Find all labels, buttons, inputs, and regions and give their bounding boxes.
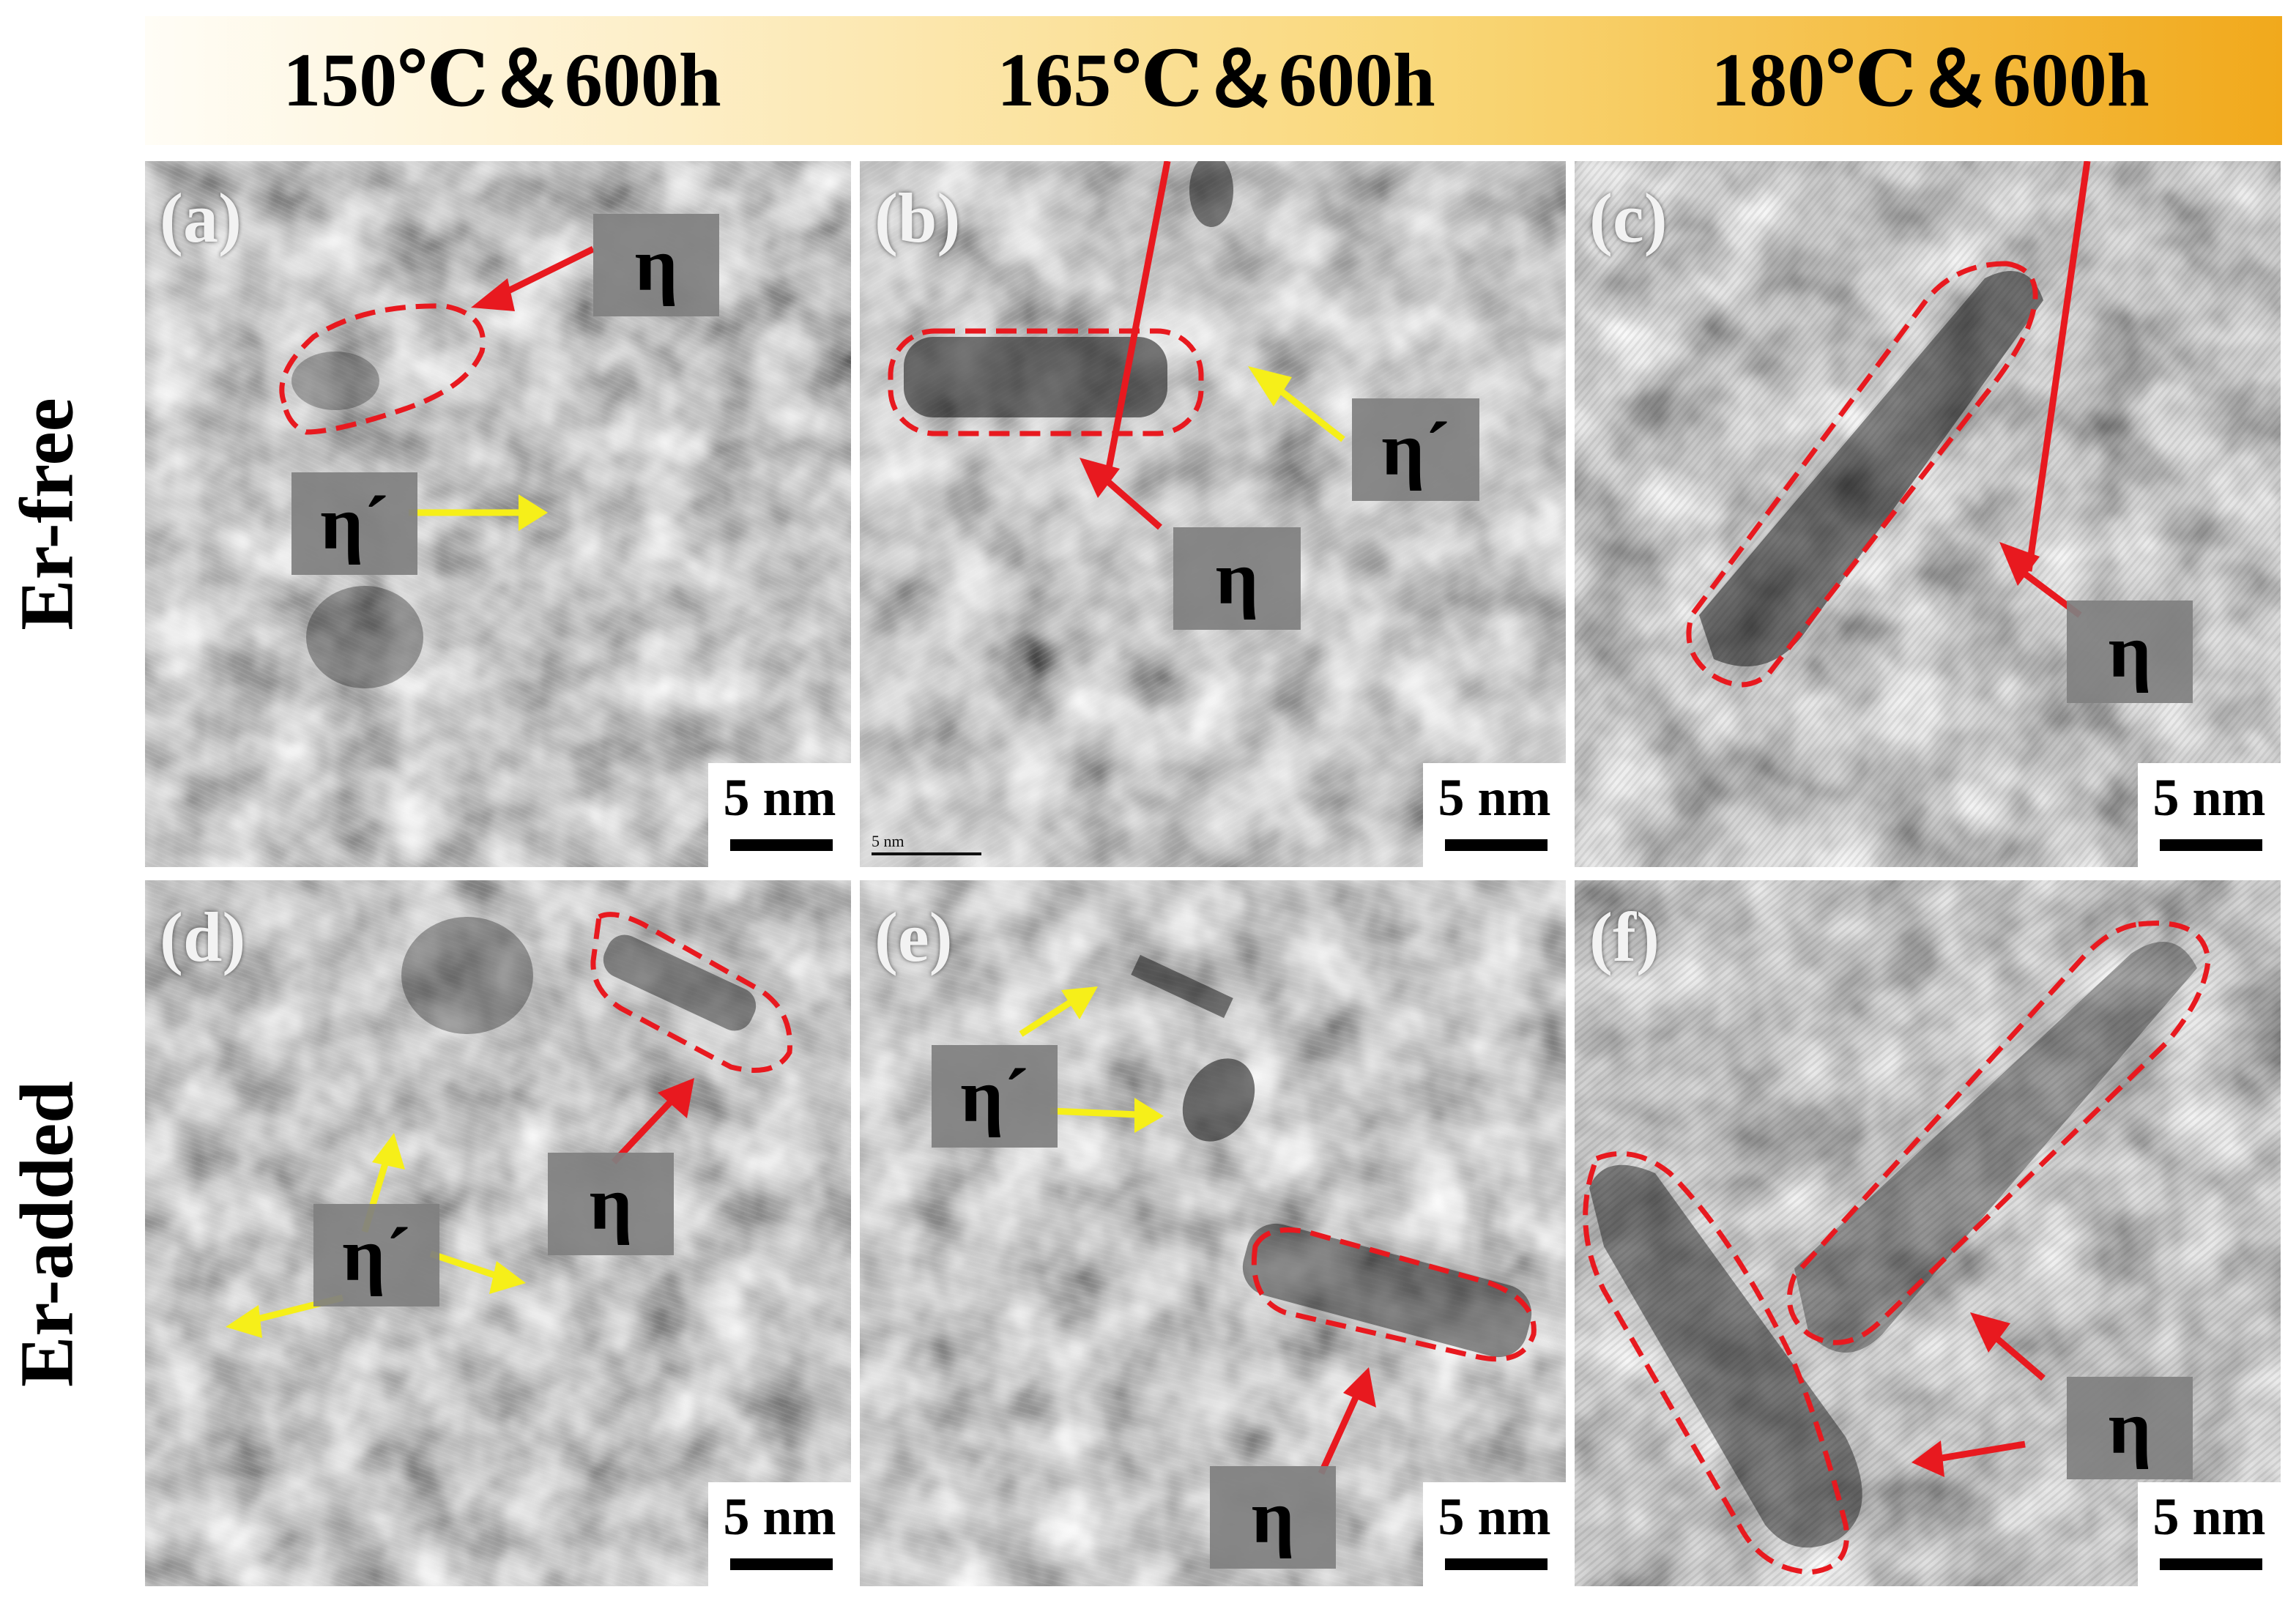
yellow-arrowhead [1134,1098,1164,1133]
column-title-165C: 165℃＆600h [997,38,1435,122]
scale-bar-label: 5 nm [1438,1487,1551,1546]
yellow-arrowhead [372,1133,405,1170]
eta-outline [279,303,486,435]
scale-bar-label: 5 nm [1438,768,1551,827]
eta-tag: η [2067,1377,2193,1479]
row-label-er-added: Er-added [4,1081,89,1387]
eta-prime-tag: η´ [1352,398,1479,501]
micrograph-background [860,880,1566,1586]
red-arrow [1990,1331,2046,1381]
small-scale-bar: 5 nm [872,832,981,855]
red-arrowhead [1343,1367,1376,1408]
eta-prime-tag: η´ [313,1204,439,1306]
scale-bar: 5 nm [1423,1482,1566,1586]
eta-outline [590,912,792,1073]
micrograph-background [1575,161,2281,867]
scale-bar-label: 5 nm [2152,1487,2266,1546]
red-arrowhead [1999,542,2040,586]
column-title-180C: 180℃＆600h [1711,38,2150,122]
panel-label: (d) [160,898,246,976]
micrograph-background [145,880,851,1586]
panel-label: (e) [874,898,953,976]
panel-c: (c) η 5 nm [1575,161,2281,867]
eta-tag: η [548,1153,674,1255]
yellow-arrowhead [1061,986,1098,1019]
annotation-layer [1019,986,1537,1475]
panel-label: (f) [1589,898,1660,976]
eta-outline-left [1583,1150,1849,1575]
annotation-layer [226,912,792,1338]
scale-bar: 5 nm [1423,763,1566,867]
annotation-layer [279,245,595,531]
red-arrow [1099,473,1162,530]
scale-bar-label: 5 nm [723,768,836,827]
yellow-arrow [1019,998,1074,1037]
annotation-layer [888,161,1345,530]
scale-bar: 5 nm [708,1482,851,1586]
header-gradient-bar [145,16,2282,145]
eta-tag: η [2067,601,2193,703]
scale-bar: 5 nm [2138,763,2281,867]
panel-b: (b) η´ η 5 nm 5 nm [860,161,1566,867]
yellow-arrowhead [519,494,548,531]
eta-tag: η [1210,1466,1336,1569]
red-arrow [1936,1440,2026,1462]
red-arrowhead [471,278,515,311]
red-arrow [1318,1391,1361,1475]
scale-bar-label: 5 nm [723,1487,836,1546]
yellow-arrow [1049,1107,1139,1118]
red-arrowhead [1970,1312,2010,1353]
eta-prime-tag: η´ [932,1045,1058,1148]
scale-bar: 5 nm [708,763,851,867]
yellow-arrowhead [226,1305,262,1338]
panel-f: (f) η 5 nm [1575,880,2281,1586]
red-arrow [611,1097,675,1165]
yellow-arrowhead [1248,366,1292,406]
yellow-arrow [1275,385,1345,442]
column-title-150C: 150℃＆600h [283,38,721,122]
micrograph-background [860,161,1566,867]
red-arrow [495,245,595,300]
yellow-arrowhead [489,1261,526,1294]
scale-bar-label: 5 nm [2152,768,2266,827]
panel-label: (b) [874,179,961,257]
red-arrowhead [658,1078,694,1118]
panel-a: (a) η η´ 5 nm [145,161,851,867]
eta-prime-tag: η´ [291,472,417,575]
eta-tag: η [593,214,719,316]
eta-tag: η [1173,527,1301,630]
row-label-er-free: Er-free [4,398,89,631]
eta-outline [1251,1227,1537,1362]
yellow-arrow [429,1250,498,1279]
red-arrowhead [1080,458,1120,498]
eta-outline [1686,261,2038,688]
eta-outline [888,328,1204,436]
panel-label: (c) [1589,179,1668,257]
eta-outline-right [1786,921,2211,1345]
annotation-layer [1686,161,2091,688]
panel-label: (a) [160,179,242,257]
small-scale-bar-label: 5 nm [872,832,904,850]
panel-e: (e) η´ η 5 nm [860,880,1566,1586]
panel-d: (d) η η´ 5 nm [145,880,851,1586]
annotation-layer [1583,921,2211,1575]
scale-bar: 5 nm [2138,1482,2281,1586]
red-arrowhead [1912,1440,1944,1477]
